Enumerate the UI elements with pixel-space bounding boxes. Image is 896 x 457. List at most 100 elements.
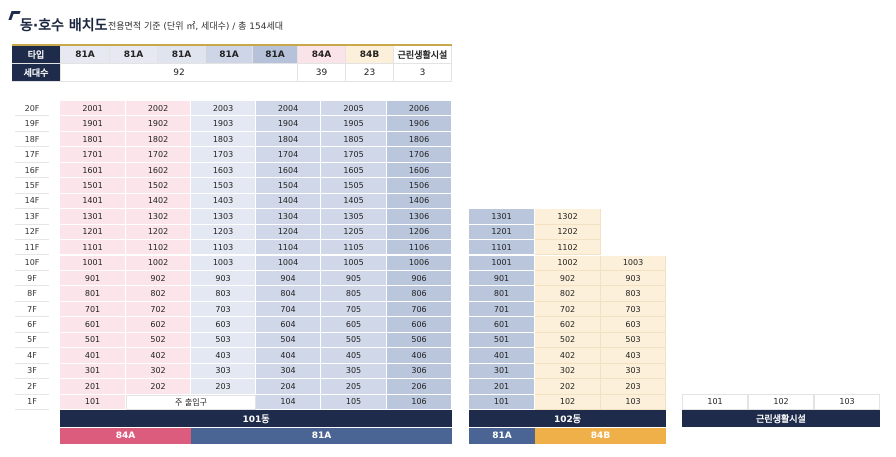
unit-cell: 803 (191, 286, 256, 302)
unit-cell: 1901 (60, 116, 126, 132)
unit-cell: 1503 (191, 178, 256, 194)
unit-cell: 904 (256, 270, 321, 287)
floor-label: 17F (15, 147, 49, 163)
unit-cell: 303 (601, 363, 666, 380)
unit-cell: 202 (126, 379, 191, 395)
type-row-label: 타입 (12, 46, 61, 64)
unit-cell: 601 (469, 317, 535, 333)
unit-cell: 704 (256, 301, 321, 318)
unit-cell: 1002 (535, 255, 601, 271)
unit-cell: 402 (126, 348, 191, 364)
unit-cell: 1002 (126, 255, 191, 271)
unit-cell: 1305 (321, 209, 387, 225)
commercial-unit: 102 (748, 393, 814, 410)
unit-cell: 1902 (126, 116, 191, 132)
unit-cell: 1905 (321, 116, 387, 132)
unit-cell: 206 (387, 379, 452, 395)
unit-cell: 2001 (60, 101, 126, 117)
unit-cell: 803 (601, 286, 666, 302)
unit-cell: 1903 (191, 116, 256, 132)
commercial-label: 근린생활시설 (682, 410, 880, 427)
unit-cell: 106 (387, 394, 452, 410)
unit-cell: 905 (321, 270, 387, 287)
main-entrance-cell: 주 출입구 (126, 394, 256, 410)
unit-cell: 1906 (387, 116, 452, 132)
unit-cell: 1304 (256, 209, 321, 225)
unit-cell: 903 (601, 270, 666, 287)
floor-label: 3F (15, 364, 49, 380)
unit-cell: 501 (469, 332, 535, 349)
unit-cell: 1604 (256, 162, 321, 179)
unit-cell: 506 (387, 332, 452, 349)
unit-cell: 101 (60, 394, 126, 410)
unit-cell: 504 (256, 332, 321, 349)
unit-cell: 801 (469, 286, 535, 302)
unit-cell: 302 (126, 363, 191, 380)
title-mark-icon (8, 11, 21, 20)
unit-cell: 2006 (387, 101, 452, 117)
unit-cell: 1706 (387, 147, 452, 163)
unit-cell: 501 (60, 332, 126, 349)
floor-label: 10F (15, 256, 49, 271)
unit-cell: 604 (256, 317, 321, 333)
unit-cell: 502 (126, 332, 191, 349)
unit-cell: 301 (60, 363, 126, 380)
commercial-unit: 101 (682, 393, 748, 410)
type-cell: 81A (61, 46, 110, 64)
unit-cell: 401 (60, 348, 126, 364)
unit-cell: 902 (126, 270, 191, 287)
type-cell: 81A (158, 46, 206, 64)
floor-label: 5F (15, 333, 49, 349)
unit-cell: 1103 (191, 240, 256, 256)
unit-cell: 1003 (191, 255, 256, 271)
page-subtitle: 전용면적 기준 (단위 ㎡, 세대수) / 총 154세대 (108, 22, 284, 32)
building-102-type-84b: 84B (535, 428, 666, 444)
page-title: 동·호수 배치도 (20, 18, 108, 34)
floor-label: 19F (15, 116, 49, 132)
count-cell: 3 (394, 64, 452, 82)
unit-cell: 701 (60, 301, 126, 318)
unit-cell: 1406 (387, 193, 452, 210)
unit-cell: 2004 (256, 101, 321, 117)
unit-cell: 201 (469, 379, 535, 395)
floor-label: 8F (15, 286, 49, 302)
unit-cell: 702 (535, 301, 601, 318)
unit-cell: 1301 (60, 209, 126, 225)
unit-cell: 203 (601, 379, 666, 395)
unit-cell: 1303 (191, 209, 256, 225)
unit-cell: 1804 (256, 131, 321, 148)
type-cell: 81A (253, 46, 298, 64)
unit-cell: 1701 (60, 147, 126, 163)
unit-cell: 405 (321, 348, 387, 364)
unit-cell: 403 (191, 348, 256, 364)
unit-cell: 1101 (60, 240, 126, 256)
unit-cell: 305 (321, 363, 387, 380)
unit-cell: 1803 (191, 131, 256, 148)
unit-cell: 1801 (60, 131, 126, 148)
unit-cell: 1806 (387, 131, 452, 148)
floor-label: 9F (15, 271, 49, 287)
unit-cell: 1502 (126, 178, 191, 194)
floor-label: 11F (15, 240, 49, 256)
unit-cell: 403 (601, 348, 666, 364)
unit-cell: 705 (321, 301, 387, 318)
building-102-type-81a: 81A (469, 428, 535, 444)
building-101-type-84a: 84A (60, 428, 191, 444)
unit-cell: 602 (126, 317, 191, 333)
count-cell: 23 (346, 64, 394, 82)
unit-cell: 102 (535, 394, 601, 410)
unit-cell: 1402 (126, 193, 191, 210)
unit-cell: 1302 (126, 209, 191, 225)
unit-cell: 606 (387, 317, 452, 333)
unit-cell: 1106 (387, 240, 452, 256)
unit-cell: 1201 (469, 224, 535, 241)
unit-cell: 1504 (256, 178, 321, 194)
floor-label: 7F (15, 302, 49, 318)
unit-cell: 1001 (60, 255, 126, 271)
unit-cell: 503 (601, 332, 666, 349)
unit-cell: 1005 (321, 255, 387, 271)
floor-label: 16F (15, 163, 49, 179)
unit-cell: 401 (469, 348, 535, 364)
unit-cell: 1606 (387, 162, 452, 179)
building-101-label: 101동 (60, 410, 452, 427)
